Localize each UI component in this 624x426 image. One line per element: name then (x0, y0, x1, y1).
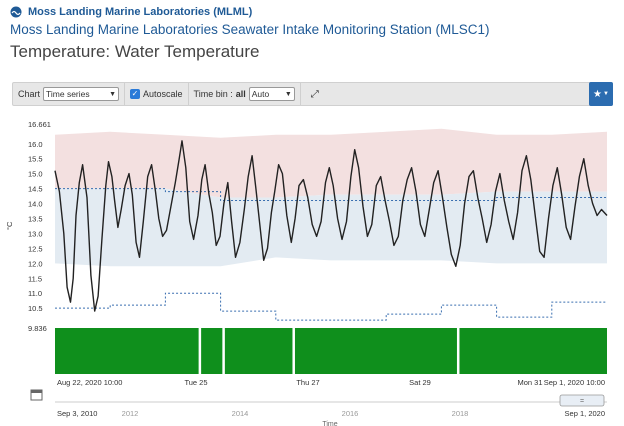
chart-toolbar: Chart Time series ▼ ✓ Autoscale Time bin… (12, 82, 613, 106)
coverage-gap (222, 328, 225, 374)
normal-band (55, 188, 607, 267)
x-tick-label: Aug 22, 2020 10:00 (57, 378, 122, 387)
chevron-down-icon: ▼ (109, 90, 117, 98)
calendar-icon[interactable] (30, 389, 43, 401)
y-tick-label: 15.5 (28, 155, 43, 164)
y-tick-label: 13.5 (28, 214, 43, 223)
autoscale-label: Autoscale (143, 89, 183, 99)
x-tick-label: Mon 31 (517, 378, 542, 387)
y-tick-label: 11.0 (28, 289, 42, 298)
data-coverage-bar (55, 328, 607, 374)
org-name-link[interactable]: Moss Landing Marine Laboratories (MLML) (28, 6, 253, 18)
star-icon: ★ (593, 88, 602, 100)
y-tick-label: 15.0 (28, 170, 43, 179)
autoscale-group: ✓ Autoscale (125, 83, 189, 105)
temperature-series-line (54, 140, 608, 312)
navigator-label: 2016 (342, 409, 359, 418)
expand-button[interactable]: ⤢ (301, 83, 329, 105)
page-title: Temperature: Water Temperature (10, 42, 260, 61)
y-tick-label: 11.5 (28, 274, 42, 283)
coverage-gap (292, 328, 295, 374)
navigator-handle-icon: = (580, 398, 584, 405)
navigator-label: Sep 1, 2020 (565, 409, 605, 418)
chart-area: 16.661 16.0 15.5 15.0 14.5 14.0 13.5 13.0 12.5 12… (0, 112, 624, 426)
y-tick-label: 14.0 (28, 200, 43, 209)
coverage-gap (456, 328, 460, 374)
chevron-down-icon: ▼ (284, 90, 292, 98)
navigator-window (559, 394, 605, 407)
y-tick-label: 12.5 (28, 244, 43, 253)
time-bin-label: Time bin : (193, 89, 233, 99)
time-bin-select[interactable]: Auto ▼ (248, 87, 295, 101)
time-bin-all: all (235, 89, 246, 99)
chart-type-group: Chart Time series ▼ (13, 83, 126, 105)
navigator-label: 2014 (232, 409, 249, 418)
y-tick-label: 16.0 (28, 140, 43, 149)
org-header: Moss Landing Marine Laboratories (MLML) (10, 4, 252, 20)
dotted-upper-line (55, 188, 607, 202)
station-title: Moss Landing Marine Laboratories Seawate… (10, 22, 490, 37)
caret-down-icon: ▼ (603, 91, 609, 97)
mlml-logo-icon (10, 6, 22, 18)
y-tick-label: 16.661 (28, 120, 51, 129)
expand-arrows-icon: ⤢ (310, 88, 319, 100)
y-tick-label: 13.0 (28, 229, 43, 238)
y-tick-label: 14.5 (28, 185, 43, 194)
navigator-label: 2012 (122, 409, 139, 418)
calendar-header (31, 390, 42, 393)
navigator-label: Sep 3, 2010 (57, 409, 97, 418)
navigator-axis-label: Time (322, 421, 337, 426)
chart-type-value: Time series (46, 89, 90, 99)
y-tick-label: 10.5 (28, 304, 43, 313)
x-tick-label: Sep 1, 2020 10:00 (544, 378, 605, 387)
x-tick-label: Sat 29 (409, 378, 431, 387)
chart-type-select[interactable]: Time series ▼ (43, 87, 120, 101)
favorites-button[interactable]: ★ ▼ (589, 82, 613, 106)
chart-type-label: Chart (18, 89, 41, 99)
y-tick-label: 12.0 (28, 259, 43, 268)
dotted-lower-line (55, 292, 607, 321)
autoscale-checkbox[interactable]: ✓ (130, 89, 141, 99)
time-bin-group: Time bin : all Auto ▼ (189, 83, 301, 105)
y-tick-label: 9.836 (28, 324, 47, 333)
x-tick-label: Tue 25 (184, 378, 207, 387)
y-axis-label: °C (5, 221, 14, 230)
time-bin-value: Auto (251, 89, 270, 99)
coverage-gap (198, 328, 202, 374)
temperature-chart[interactable]: 16.661 16.0 15.5 15.0 14.5 14.0 13.5 13.0 12.5 12… (0, 112, 624, 426)
navigator-label: 2018 (452, 409, 469, 418)
x-tick-label: Thu 27 (296, 378, 319, 387)
